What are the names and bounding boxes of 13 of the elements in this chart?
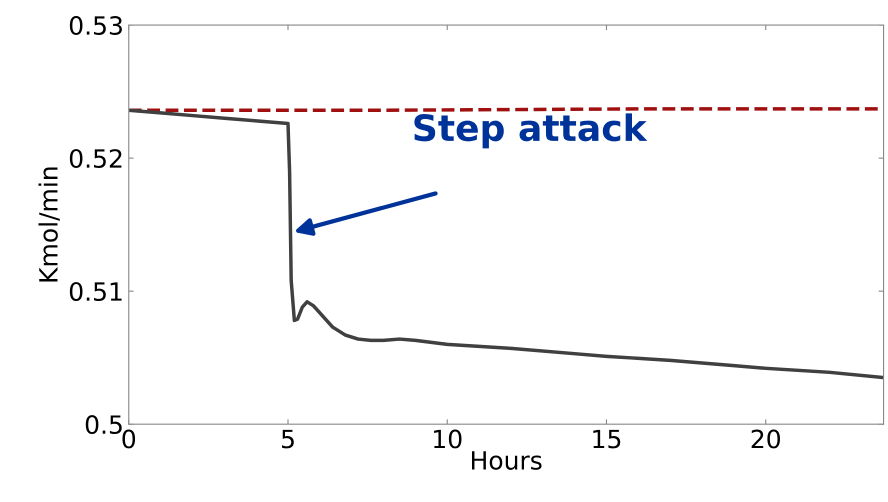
x-tick-label: 0 — [122, 429, 136, 448]
y-tick-label: 0.51 — [70, 282, 122, 302]
y-tick-label: 0.52 — [70, 149, 122, 168]
y-tick-label: 0.53 — [70, 16, 122, 35]
x-tick-label: 15 — [593, 430, 620, 448]
x-tick-label: 5 — [282, 430, 294, 448]
y-axis-title: Kmol/min — [38, 167, 60, 282]
x-tick-label: 10 — [434, 429, 462, 448]
annotation: Step attack — [414, 113, 648, 148]
line-series — [128, 108, 884, 380]
x-tick-label: 20 — [752, 429, 780, 448]
x-axis-title: Hours — [472, 451, 542, 470]
y-tick-label: 0.5 — [86, 415, 122, 434]
